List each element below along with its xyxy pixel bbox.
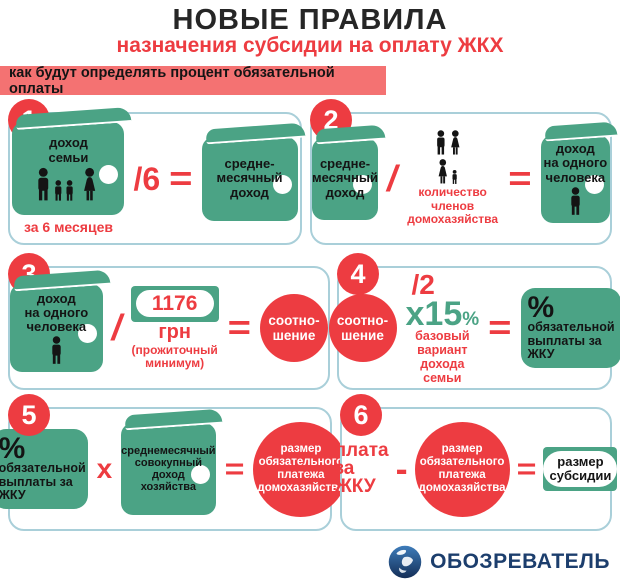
page-title: НОВЫЕ ПРАВИЛА — [172, 4, 448, 36]
percent-sign: % — [0, 432, 26, 466]
page-subtitle: назначения субсидии на оплату ЖКХ — [116, 34, 504, 57]
wallet-average-monthly-income-label: средне- месячный доход — [216, 156, 283, 200]
step-6-panel: 6 плата за ЖКУ - размер обязательного пл… — [335, 394, 618, 531]
step-4-formula: соотно- шение /2 х15% базовый вариант до… — [328, 268, 620, 388]
wallet-income-per-person: доход на одного человека — [540, 134, 610, 223]
six-months-caption: за 6 месяцев — [23, 219, 113, 235]
step-5-panel: 5 % обязательной выплаты за ЖКУ х средне… — [0, 394, 349, 531]
divide-operator: / — [386, 157, 397, 199]
divide-operator: / — [111, 307, 122, 348]
brand-name: ОБОЗРЕВАТЕЛЬ — [430, 550, 610, 573]
equals-sign: = — [224, 452, 245, 486]
equals-sign: = — [516, 452, 537, 486]
living-minimum-caption: (прожиточный минимум) — [131, 342, 218, 370]
brand-logo: ОБОЗРЕВАТЕЛЬ — [388, 545, 610, 579]
person-icon — [571, 187, 580, 215]
wallet-income-per-person-label: доход на одного человека — [24, 290, 89, 335]
family-icon — [38, 167, 96, 201]
wallet-family-income: доход семьи — [12, 122, 125, 215]
equals-sign: = — [508, 159, 532, 198]
minus-operator: - — [395, 448, 408, 489]
step-6-formula: плата за ЖКУ - размер обязательного плат… — [335, 409, 618, 529]
step-4-number-badge: 4 — [337, 253, 379, 295]
currency-label: грн — [158, 320, 191, 343]
step-6-number-badge: 6 — [340, 394, 382, 436]
section-banner: как будут определять процент обязательно… — [0, 65, 386, 97]
step-3-formula: доход на одного человека / 1176 грн (про… — [10, 268, 328, 388]
mandatory-payment-percent-label: обязательной выплаты за ЖКУ — [0, 461, 86, 503]
step-2-panel: 2 средне- месячный доход / количество чл… — [310, 99, 612, 245]
base-formula-group: /2 х15% базовый вариант дохода семьи — [406, 268, 480, 386]
wallet-income-per-person: доход на одного человека — [10, 284, 103, 372]
globe-icon — [388, 545, 422, 579]
multiply-operator: х — [96, 453, 113, 484]
household-members-icon — [436, 130, 460, 185]
wallet-average-monthly-income: средне- месячный доход — [312, 137, 378, 220]
step-1-panel: 1 доход семьи за 6 месяцев /6 = средне- … — [8, 99, 302, 245]
family-income-group: доход семьи за 6 месяцев — [12, 122, 125, 235]
wallet-income-per-person-label: доход на одного человека — [543, 141, 608, 185]
step-5-formula: % обязательной выплаты за ЖКУ х среднеме… — [0, 409, 349, 529]
equals-sign: = — [488, 309, 512, 347]
step-1-formula: доход семьи за 6 месяцев /6 = средне- ме… — [10, 114, 300, 243]
wallet-family-income-label: доход семьи — [48, 135, 89, 165]
mandatory-payment-percent-label: обязательной выплаты за ЖКУ — [527, 320, 615, 362]
living-minimum-value: 1176 — [135, 290, 214, 318]
wallet-average-monthly-income: средне- месячный доход — [201, 136, 298, 221]
household-payment-circle: размер обязательного платежа домохазяйст… — [253, 421, 349, 517]
equals-sign: = — [227, 309, 251, 347]
household-payment-circle: размер обязательного платежа домохазяйст… — [414, 421, 510, 517]
percent-small: % — [462, 308, 480, 330]
household-members-group: количество членов домохазяйства — [406, 130, 499, 226]
subsidy-amount-label: размер субсидии — [543, 451, 618, 487]
wallet-total-household-income: среднемесячный совокупный доход хозяйств… — [121, 423, 216, 515]
living-minimum-plate: 1176 — [130, 285, 219, 322]
multiply-fifteen-text: х15 — [405, 294, 463, 333]
divide-by-two-operator: /2 — [411, 268, 435, 300]
wallet-total-household-income-label: среднемесячный совокупный доход хозяйств… — [121, 444, 216, 494]
divide-by-six-operator: /6 — [133, 160, 161, 197]
step-3-panel: 3 доход на одного человека / 1176 грн (п… — [8, 253, 330, 390]
ratio-circle: соотно- шение — [260, 294, 328, 362]
wallet-average-monthly-income-label: средне- месячный доход — [312, 156, 378, 200]
household-members-caption: количество членов домохазяйства — [407, 185, 499, 227]
ratio-circle: соотно- шение — [328, 294, 397, 362]
mandatory-payment-percent-box: % обязательной выплаты за ЖКУ — [520, 288, 620, 368]
step-4-panel: 4 соотно- шение /2 х15% базовый вариант … — [328, 253, 620, 390]
subsidy-amount-plate: размер субсидии — [543, 447, 618, 491]
mandatory-payment-percent-box: % обязательной выплаты за ЖКУ — [0, 429, 88, 509]
percent-sign: % — [527, 291, 555, 325]
step-5-number-badge: 5 — [8, 394, 50, 436]
person-icon — [52, 336, 61, 365]
multiply-fifteen-operator: х15% — [406, 297, 480, 331]
step-2-formula: средне- месячный доход / количество член… — [312, 114, 610, 243]
utility-fee-label: плата за ЖКУ — [334, 439, 389, 498]
base-variant-caption: базовый вариант дохода семьи — [415, 329, 470, 386]
equals-sign: = — [169, 159, 193, 198]
living-minimum-group: 1176 грн (прожиточный минимум) — [130, 285, 219, 370]
